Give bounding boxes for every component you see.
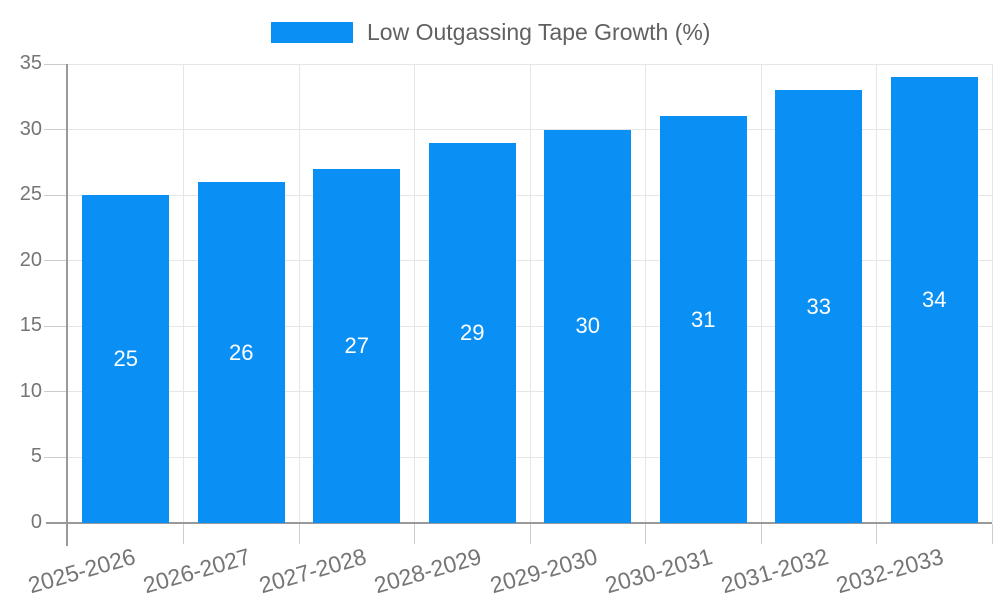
x-axis-label: 2027-2028	[256, 543, 369, 599]
gridline-vertical	[529, 64, 531, 523]
bar: 34	[890, 77, 978, 523]
x-axis-label: 2032-2033	[833, 543, 947, 599]
gridline-vertical	[414, 64, 415, 523]
x-axis-label: 2029-2030	[487, 543, 600, 599]
y-axis-label: 10	[19, 379, 42, 402]
y-tick	[44, 63, 68, 65]
x-tick	[760, 524, 762, 544]
bar-value-label: 33	[806, 293, 831, 319]
x-tick	[529, 524, 531, 544]
y-tick	[44, 456, 68, 458]
legend-label: Low Outgassing Tape Growth (%)	[367, 19, 711, 45]
x-tick	[645, 524, 646, 544]
legend: Low Outgassing Tape Growth (%)	[271, 19, 711, 45]
bar: 30	[544, 129, 632, 523]
gridline-vertical	[645, 64, 646, 523]
bar-value-label: 27	[344, 332, 369, 358]
bar-value-label: 25	[113, 346, 138, 372]
x-tick	[298, 524, 300, 544]
y-axis-label: 20	[19, 248, 42, 271]
gridline-vertical	[760, 64, 762, 523]
bar-value-label: 30	[575, 313, 600, 339]
gridline-vertical	[876, 64, 877, 523]
bar-value-label: 29	[460, 319, 485, 345]
x-axis-label: 2031-2032	[718, 543, 831, 599]
bar: 31	[659, 116, 747, 523]
bar: 33	[775, 90, 863, 523]
x-axis-label: 2025-2026	[25, 543, 138, 599]
x-axis-label: 2026-2027	[140, 543, 254, 599]
y-axis-line	[66, 64, 68, 546]
gridline-vertical	[183, 64, 184, 523]
bar: 25	[82, 195, 170, 523]
x-axis-label: 2028-2029	[371, 543, 485, 599]
bar: 29	[428, 142, 516, 523]
bar-value-label: 26	[229, 339, 254, 365]
y-tick	[44, 260, 68, 262]
y-tick	[44, 129, 68, 131]
y-axis-label: 15	[19, 314, 42, 337]
y-tick	[44, 194, 68, 196]
x-tick	[183, 524, 184, 544]
gridline-vertical	[991, 64, 993, 523]
legend-swatch	[271, 22, 353, 43]
bar-value-label: 34	[922, 287, 947, 313]
y-axis-label: 35	[19, 52, 42, 74]
bar-value-label: 31	[691, 306, 716, 332]
x-tick	[991, 524, 993, 544]
x-axis-line	[46, 522, 992, 524]
y-tick	[44, 325, 68, 327]
gridline-vertical	[298, 64, 300, 523]
x-tick	[876, 524, 877, 544]
bar: 26	[197, 182, 285, 523]
y-axis-label: 5	[30, 445, 42, 468]
x-axis-label: 2030-2031	[602, 543, 716, 599]
y-tick	[44, 391, 68, 393]
y-axis-label: 30	[19, 117, 42, 140]
y-axis-label: 0	[30, 511, 42, 533]
x-tick	[414, 524, 415, 544]
y-axis-label: 25	[19, 183, 42, 206]
bar: 27	[313, 168, 401, 523]
